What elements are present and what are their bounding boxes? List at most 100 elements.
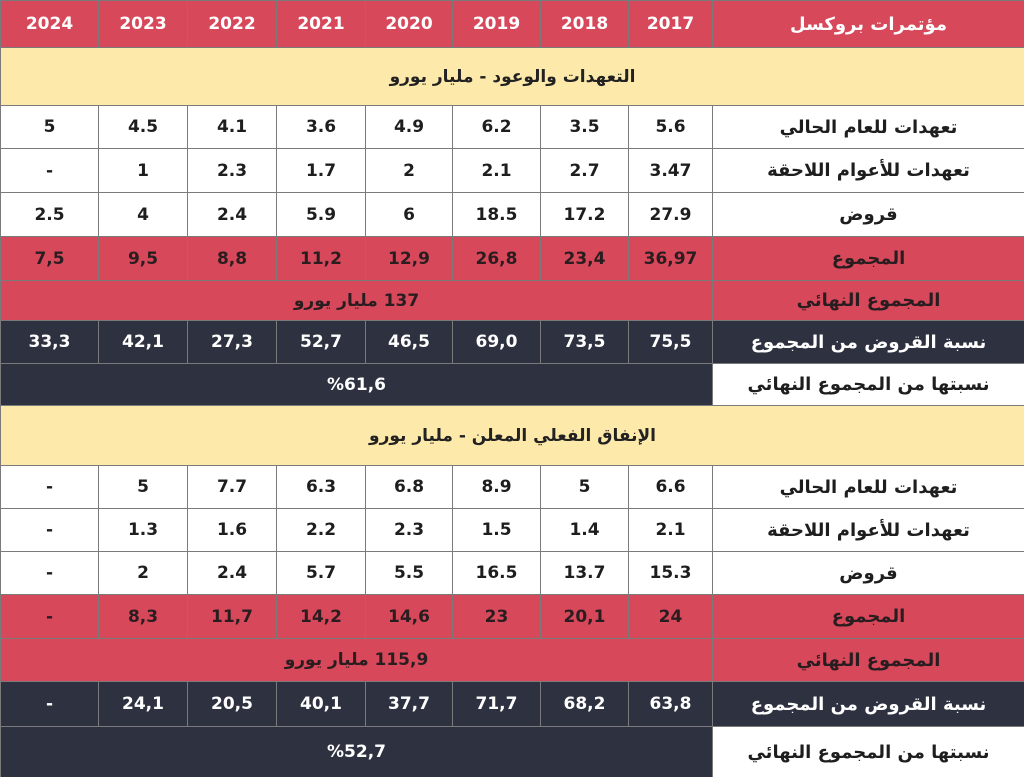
year-header: 2024	[0, 0, 99, 48]
ratio-cell: 75,5	[628, 320, 713, 364]
value-cell: 2.5	[0, 192, 99, 237]
value-cell: 13.7	[540, 551, 629, 595]
data-row: تعهدات للعام الحالي 6.6 5 8.9 6.8 6.3 7.7 5-	[0, 465, 1024, 509]
row-label: المجموع	[712, 594, 1024, 639]
row-label: قروض	[712, 551, 1024, 595]
value-cell: -	[0, 551, 99, 595]
value-cell: -	[0, 465, 99, 509]
final-total-row: المجموع النهائي 137 مليار يورو	[0, 280, 1024, 321]
ratio-cell: 24,1	[98, 681, 188, 727]
section-title: التعهدات والوعود - مليار يورو	[0, 47, 1024, 106]
total-cell: 26,8	[452, 236, 541, 281]
value-cell: -	[0, 508, 99, 552]
total-cell: 8,8	[187, 236, 277, 281]
value-cell: -	[0, 148, 99, 193]
total-cell: 36,97	[628, 236, 713, 281]
ratio-row: نسبة القروض من المجموع 75,5 73,5 69,0 46,5 52…	[0, 320, 1024, 364]
row-label: تعهدات للأعوام اللاحقة	[712, 508, 1024, 552]
row-label: نسبتها من المجموع النهائي	[712, 363, 1024, 406]
value-cell: 4	[98, 192, 188, 237]
data-row: تعهدات للأعوام اللاحقة 2.1 1.4 1.5 2.3 2.2 1.6…	[0, 508, 1024, 552]
value-cell: 1.5	[452, 508, 541, 552]
value-cell: 5	[0, 105, 99, 149]
value-cell: 1.4	[540, 508, 629, 552]
total-cell: 12,9	[365, 236, 453, 281]
value-cell: 2.3	[187, 148, 277, 193]
value-cell: 6.2	[452, 105, 541, 149]
ratio-final-row: نسبتها من المجموع النهائي %61,6	[0, 363, 1024, 406]
final-total-row: المجموع النهائي 115,9 مليار يورو	[0, 638, 1024, 682]
ratio-row: نسبة القروض من المجموع 63,8 68,2 71,7 37,7 40…	[0, 681, 1024, 727]
value-cell: 7.7	[187, 465, 277, 509]
value-cell: 5.9	[276, 192, 366, 237]
value-cell: 16.5	[452, 551, 541, 595]
total-cell: 14,2	[276, 594, 366, 639]
ratio-cell: 52,7	[276, 320, 366, 364]
value-cell: 1	[98, 148, 188, 193]
value-cell: 17.2	[540, 192, 629, 237]
year-header: 2023	[98, 0, 188, 48]
value-cell: 1.7	[276, 148, 366, 193]
total-cell: 11,2	[276, 236, 366, 281]
value-cell: 6	[365, 192, 453, 237]
value-cell: 2.1	[452, 148, 541, 193]
year-header: 2022	[187, 0, 277, 48]
ratio-cell: 42,1	[98, 320, 188, 364]
final-total-value: 115,9 مليار يورو	[0, 638, 713, 682]
year-header: 2021	[276, 0, 366, 48]
value-cell: 3.47	[628, 148, 713, 193]
total-cell: -	[0, 594, 99, 639]
ratio-cell: 33,3	[0, 320, 99, 364]
value-cell: 1.6	[187, 508, 277, 552]
ratio-cell: 27,3	[187, 320, 277, 364]
value-cell: 8.9	[452, 465, 541, 509]
value-cell: 5.7	[276, 551, 366, 595]
row-label: قروض	[712, 192, 1024, 237]
ratio-cell: 73,5	[540, 320, 629, 364]
year-header: 2020	[365, 0, 453, 48]
value-cell: 6.6	[628, 465, 713, 509]
section-title: الإنفاق الفعلي المعلن - مليار يورو	[0, 405, 1024, 466]
value-cell: 1.3	[98, 508, 188, 552]
total-cell: 14,6	[365, 594, 453, 639]
row-label: نسبة القروض من المجموع	[712, 320, 1024, 364]
data-row: قروض 15.3 13.7 16.5 5.5 5.7 2.4 2-	[0, 551, 1024, 595]
header-row: مؤتمرات بروكسل 2017 2018 2019 2020 2021 2022 20…	[0, 0, 1024, 48]
total-row: المجموع 24 20,1 23 14,6 14,2 11,7 8,3-	[0, 594, 1024, 639]
value-cell: 4.5	[98, 105, 188, 149]
total-cell: 11,7	[187, 594, 277, 639]
value-cell: 2	[98, 551, 188, 595]
value-cell: 4.1	[187, 105, 277, 149]
value-cell: 2.2	[276, 508, 366, 552]
total-cell: 9,5	[98, 236, 188, 281]
total-cell: 7,5	[0, 236, 99, 281]
header-label: مؤتمرات بروكسل	[712, 0, 1024, 48]
row-label: تعهدات للعام الحالي	[712, 105, 1024, 149]
year-header: 2017	[628, 0, 713, 48]
row-label: نسبة القروض من المجموع	[712, 681, 1024, 727]
value-cell: 5.6	[628, 105, 713, 149]
section-title-row: التعهدات والوعود - مليار يورو	[0, 47, 1024, 106]
value-cell: 5	[98, 465, 188, 509]
total-cell: 8,3	[98, 594, 188, 639]
ratio-cell: 69,0	[452, 320, 541, 364]
total-cell: 20,1	[540, 594, 629, 639]
ratio-cell: 68,2	[540, 681, 629, 727]
ratio-final-value: %61,6	[0, 363, 713, 406]
value-cell: 2.3	[365, 508, 453, 552]
value-cell: 5.5	[365, 551, 453, 595]
value-cell: 18.5	[452, 192, 541, 237]
value-cell: 5	[540, 465, 629, 509]
value-cell: 6.3	[276, 465, 366, 509]
ratio-cell: 20,5	[187, 681, 277, 727]
value-cell: 3.5	[540, 105, 629, 149]
value-cell: 4.9	[365, 105, 453, 149]
row-label: المجموع	[712, 236, 1024, 281]
ratio-cell: 71,7	[452, 681, 541, 727]
year-header: 2019	[452, 0, 541, 48]
value-cell: 2.4	[187, 192, 277, 237]
total-cell: 23	[452, 594, 541, 639]
value-cell: 27.9	[628, 192, 713, 237]
